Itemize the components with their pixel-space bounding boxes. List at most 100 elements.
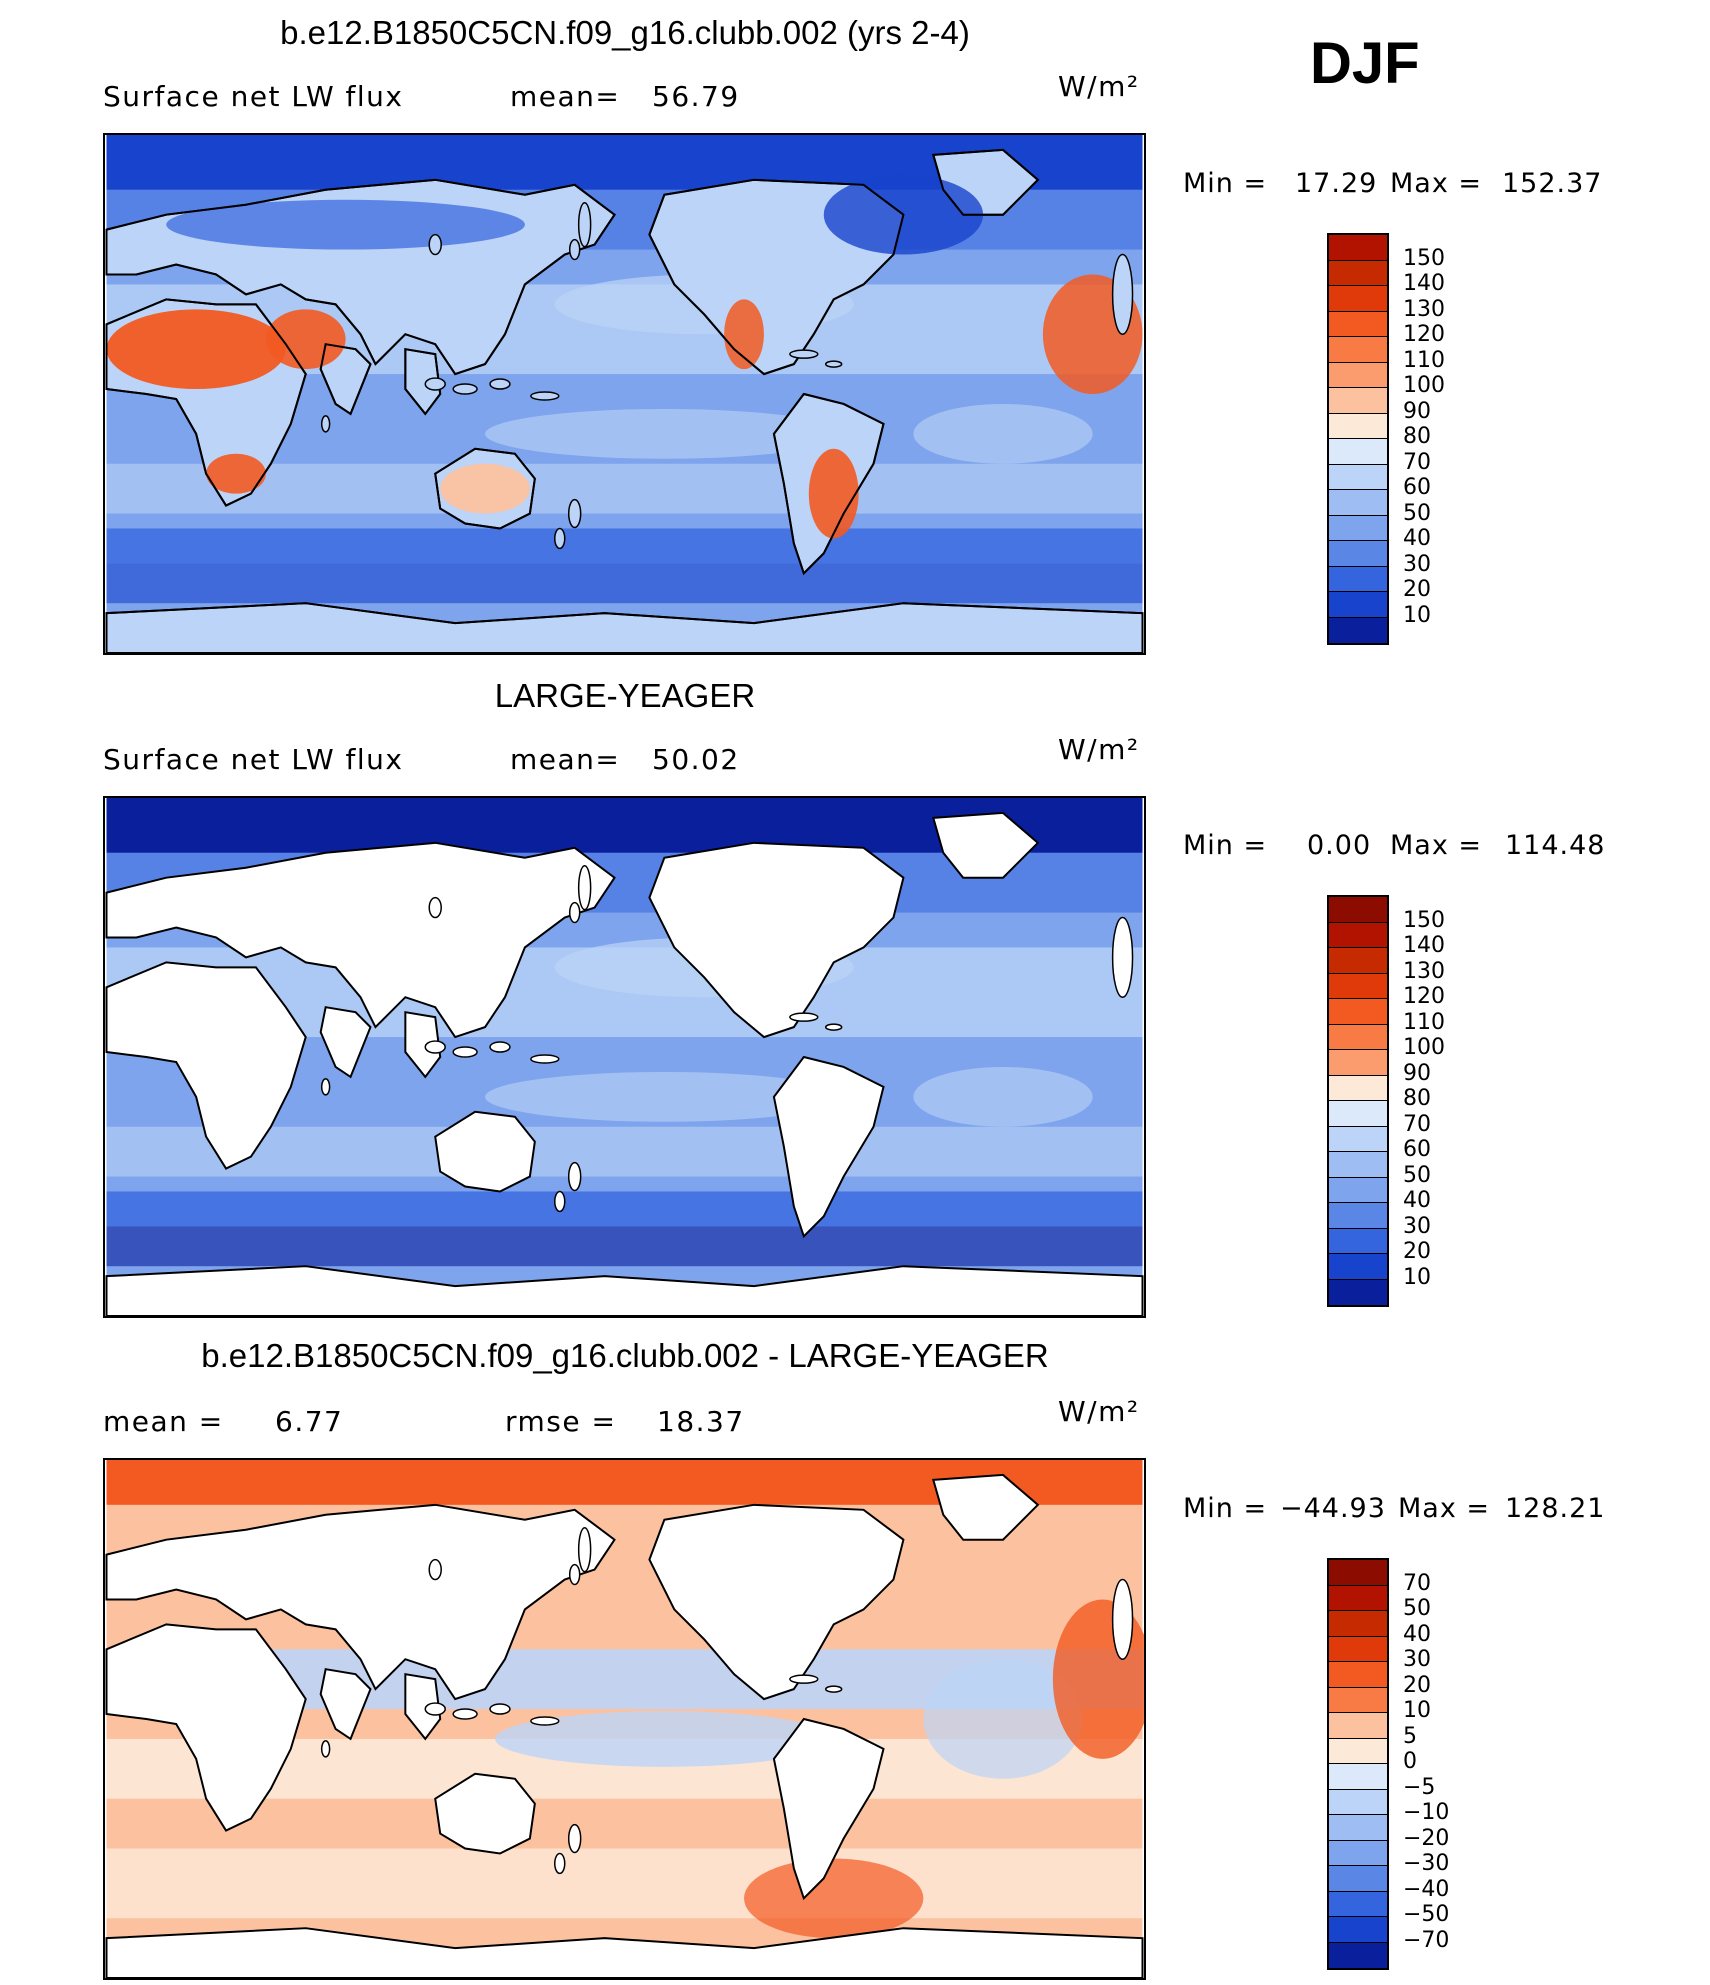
panel-1-mean-label: mean=	[510, 80, 621, 113]
colorbar-swatch	[1329, 948, 1387, 974]
colorbar-swatch	[1329, 973, 1387, 999]
colorbar-swatch	[1329, 1815, 1387, 1841]
panel-1-variable-label: Surface net LW flux	[103, 80, 404, 113]
panel-2-title: LARGE-YEAGER	[494, 677, 756, 714]
panel-2-mean-value: 50.02	[652, 743, 740, 776]
colorbar-swatch	[1329, 1840, 1387, 1866]
panel-3-colorbar	[1327, 1558, 1389, 1970]
panel-3-max-label: Max =	[1398, 1493, 1491, 1524]
colorbar-tick-label: 150	[1403, 245, 1445, 271]
colorbar-tick-label: 60	[1403, 1137, 1431, 1162]
colorbar-tick-label: 70	[1403, 1570, 1431, 1596]
panel-3-title: b.e12.B1850C5CN.f09_g16.clubb.002 - LARG…	[201, 1337, 1049, 1374]
colorbar-tick-label: 10	[1403, 602, 1431, 628]
panel-3-max-value: 128.21	[1505, 1493, 1606, 1524]
panel-1-mean-value: 56.79	[652, 80, 740, 113]
panel-3-mean-value: 6.77	[275, 1405, 344, 1438]
colorbar-tick-label: 110	[1403, 1009, 1445, 1035]
colorbar-tick-label: 150	[1403, 907, 1445, 933]
colorbar-swatch	[1329, 1738, 1387, 1764]
colorbar-tick-label: 80	[1403, 424, 1431, 449]
panel-3-map	[103, 1458, 1146, 1980]
colorbar-swatch	[1329, 439, 1387, 465]
colorbar-tick-label: −10	[1403, 1800, 1450, 1825]
panel-2-colorbar	[1327, 895, 1389, 1307]
colorbar-swatch	[1329, 1713, 1387, 1739]
colorbar-swatch	[1329, 1024, 1387, 1050]
colorbar-swatch	[1329, 592, 1387, 618]
colorbar-swatch	[1329, 490, 1387, 516]
colorbar-tick-label: 40	[1403, 1188, 1431, 1213]
colorbar-swatch	[1329, 1228, 1387, 1254]
panel-1-max-label: Max =	[1390, 168, 1483, 199]
colorbar-tick-label: −20	[1403, 1825, 1450, 1851]
colorbar-tick-label: 10	[1403, 1698, 1431, 1723]
colorbar-swatch	[1329, 1101, 1387, 1127]
colorbar-swatch	[1329, 617, 1387, 643]
colorbar-swatch	[1329, 1636, 1387, 1662]
colorbar-swatch	[1329, 999, 1387, 1025]
panel-2-map	[103, 796, 1146, 1318]
panel-1-units: W/m²	[1058, 70, 1140, 103]
panel-3-rmse-value: 18.37	[657, 1405, 745, 1438]
colorbar-tick-label: 110	[1403, 347, 1445, 373]
panel-2-units: W/m²	[1058, 733, 1140, 766]
colorbar-swatch	[1329, 1126, 1387, 1152]
colorbar-tick-label: 90	[1403, 398, 1431, 424]
colorbar-swatch	[1329, 1203, 1387, 1229]
colorbar-swatch	[1329, 515, 1387, 541]
panel-3-min-label: Min =	[1183, 1493, 1268, 1524]
panel-2-mean-label: mean=	[510, 743, 621, 776]
season-label: DJF	[1310, 31, 1420, 96]
colorbar-tick-label: 100	[1403, 1035, 1445, 1060]
colorbar-tick-label: 30	[1403, 551, 1431, 577]
panel-3-min-value: −44.93	[1280, 1493, 1386, 1524]
colorbar-tick-label: 100	[1403, 373, 1445, 398]
colorbar-tick-label: −30	[1403, 1851, 1450, 1876]
colorbar-tick-label: 50	[1403, 1162, 1431, 1188]
colorbar-swatch	[1329, 1177, 1387, 1203]
colorbar-tick-label: 60	[1403, 475, 1431, 500]
colorbar-tick-label: 5	[1403, 1723, 1417, 1749]
colorbar-tick-label: 140	[1403, 933, 1445, 958]
colorbar-swatch	[1329, 1050, 1387, 1076]
colorbar-swatch	[1329, 541, 1387, 567]
colorbar-tick-label: 130	[1403, 296, 1445, 322]
colorbar-tick-label: −50	[1403, 1902, 1450, 1927]
colorbar-swatch	[1329, 1279, 1387, 1305]
panel-2-min-value: 0.00	[1307, 830, 1372, 861]
colorbar-tick-label: 120	[1403, 322, 1445, 347]
colorbar-tick-label: 120	[1403, 984, 1445, 1009]
colorbar-swatch	[1329, 897, 1387, 923]
panel-1-min-value: 17.29	[1295, 168, 1378, 199]
colorbar-tick-label: 70	[1403, 1111, 1431, 1137]
colorbar-swatch	[1329, 388, 1387, 414]
panel-2-max-label: Max =	[1390, 830, 1483, 861]
colorbar-tick-label: 90	[1403, 1060, 1431, 1086]
colorbar-swatch	[1329, 922, 1387, 948]
colorbar-tick-label: 130	[1403, 958, 1445, 984]
colorbar-tick-label: 0	[1403, 1749, 1417, 1774]
colorbar-tick-label: 50	[1403, 500, 1431, 526]
panel-3-units: W/m²	[1058, 1395, 1140, 1428]
panel-2-variable-label: Surface net LW flux	[103, 743, 404, 776]
colorbar-swatch	[1329, 311, 1387, 337]
colorbar-swatch	[1329, 1764, 1387, 1790]
colorbar-swatch	[1329, 1942, 1387, 1968]
panel-3-rmse-label: rmse =	[505, 1405, 617, 1438]
colorbar-swatch	[1329, 235, 1387, 261]
panel-2-max-value: 114.48	[1505, 830, 1606, 861]
colorbar-swatch	[1329, 1585, 1387, 1611]
colorbar-tick-label: 20	[1403, 1239, 1431, 1264]
colorbar-swatch	[1329, 286, 1387, 312]
colorbar-swatch	[1329, 1789, 1387, 1815]
colorbar-swatch	[1329, 260, 1387, 286]
colorbar-swatch	[1329, 1891, 1387, 1917]
colorbar-tick-label: 20	[1403, 577, 1431, 602]
colorbar-tick-label: 40	[1403, 526, 1431, 551]
colorbar-tick-label: 30	[1403, 1213, 1431, 1239]
panel-1-min-label: Min =	[1183, 168, 1268, 199]
panel-2-min-label: Min =	[1183, 830, 1268, 861]
colorbar-swatch	[1329, 413, 1387, 439]
colorbar-tick-label: 50	[1403, 1596, 1431, 1621]
